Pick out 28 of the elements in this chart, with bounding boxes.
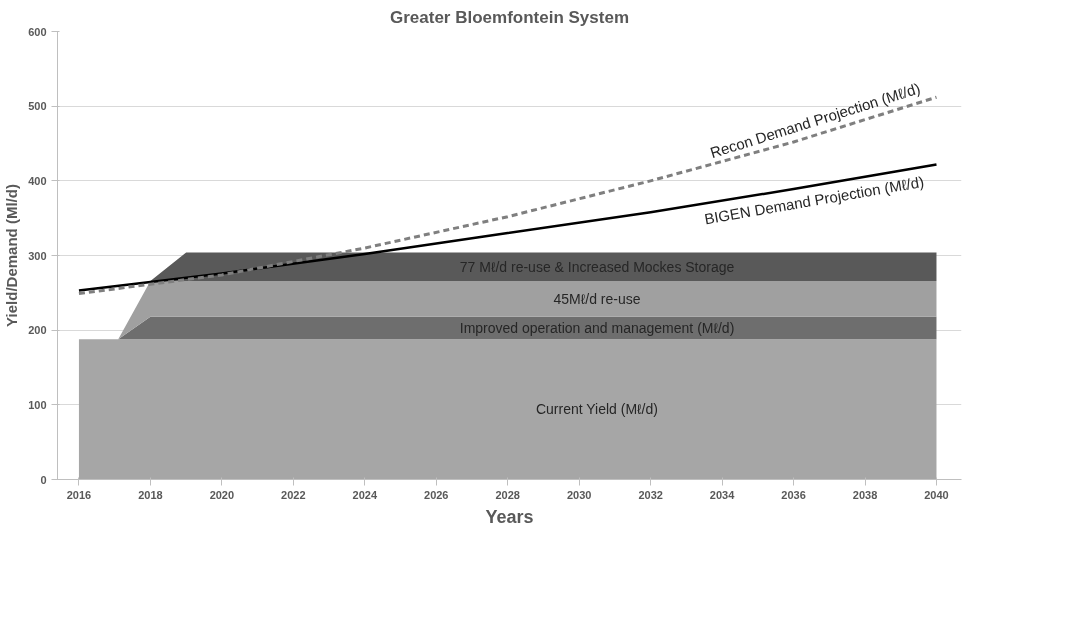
x-tick-label: 2028 (495, 488, 520, 501)
x-tick-label: 2018 (138, 488, 163, 501)
x-tick-label: 2016 (66, 488, 92, 501)
x-tick-label: 2026 (424, 488, 449, 501)
y-axis-title: Yield/Demand (Ml/d) (3, 184, 21, 327)
x-tick-label: 2032 (638, 488, 663, 501)
y-tick-label: 100 (28, 398, 47, 411)
y-tick-label: 200 (28, 324, 47, 337)
x-tick-label: 2036 (781, 488, 806, 501)
text: BIGEN Demand Projection (Mℓ/d) (703, 172, 926, 228)
y-tick-label: 400 (28, 174, 47, 187)
chart-title: Greater Bloemfontein System (389, 7, 630, 27)
y-tick-label: 300 (28, 249, 47, 262)
x-tick-label: 2024 (352, 488, 378, 501)
series-label: Current Yield (Mℓ/d) (535, 401, 658, 418)
x-tick-label: 2030 (566, 488, 592, 501)
series-label: 45Mℓ/d re-use (553, 290, 641, 307)
x-tick-label: 2022 (281, 488, 306, 501)
line-series (77, 163, 938, 292)
y-tick-label: 500 (28, 100, 47, 113)
x-axis-title: Years (485, 506, 534, 527)
x-tick-label: 2040 (924, 488, 949, 501)
x-tick-label: 2034 (709, 488, 736, 501)
x-tick-label: 2038 (852, 488, 878, 501)
x-tick-label: 2020 (209, 488, 235, 501)
series-label: Improved operation and management (Mℓ/d) (459, 319, 735, 336)
y-tick-label: 600 (28, 25, 47, 38)
y-tick-label: 0 (40, 473, 47, 486)
